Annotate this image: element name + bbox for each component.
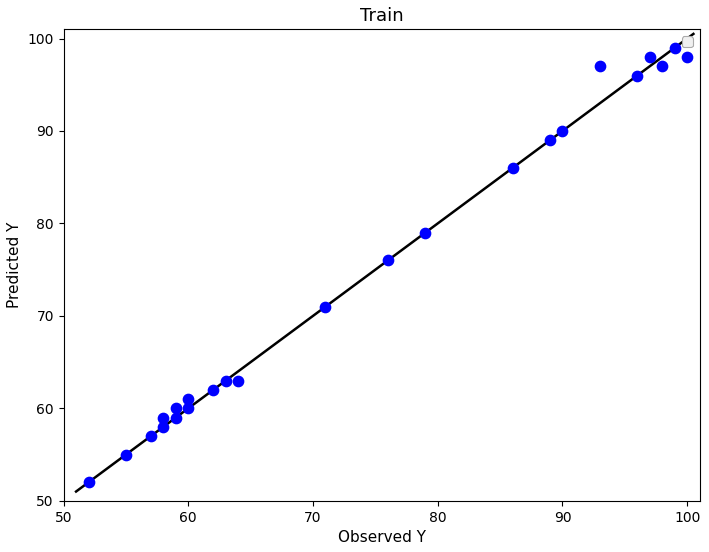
Point (157, 422, 169, 431)
Title: Train: Train (359, 7, 403, 25)
Point (669, 44, 681, 52)
Point (220, 376, 231, 385)
Legend:  (681, 36, 693, 47)
Point (545, 136, 556, 145)
Point (121, 450, 132, 459)
Point (644, 52, 655, 61)
Point (632, 71, 643, 80)
X-axis label: Observed Y: Observed Y (337, 530, 425, 545)
Point (233, 376, 244, 385)
Point (170, 413, 182, 422)
Point (83, 478, 94, 487)
Point (557, 126, 568, 135)
Point (681, 52, 693, 61)
Point (420, 229, 431, 237)
Point (157, 413, 169, 422)
Point (594, 62, 605, 71)
Point (208, 385, 219, 394)
Point (145, 432, 157, 440)
Point (507, 163, 518, 172)
Point (320, 302, 331, 311)
Point (382, 256, 393, 265)
Point (170, 404, 182, 413)
Point (183, 395, 194, 404)
Point (657, 62, 668, 71)
Point (183, 404, 194, 413)
Y-axis label: Predicted Y: Predicted Y (7, 222, 22, 308)
